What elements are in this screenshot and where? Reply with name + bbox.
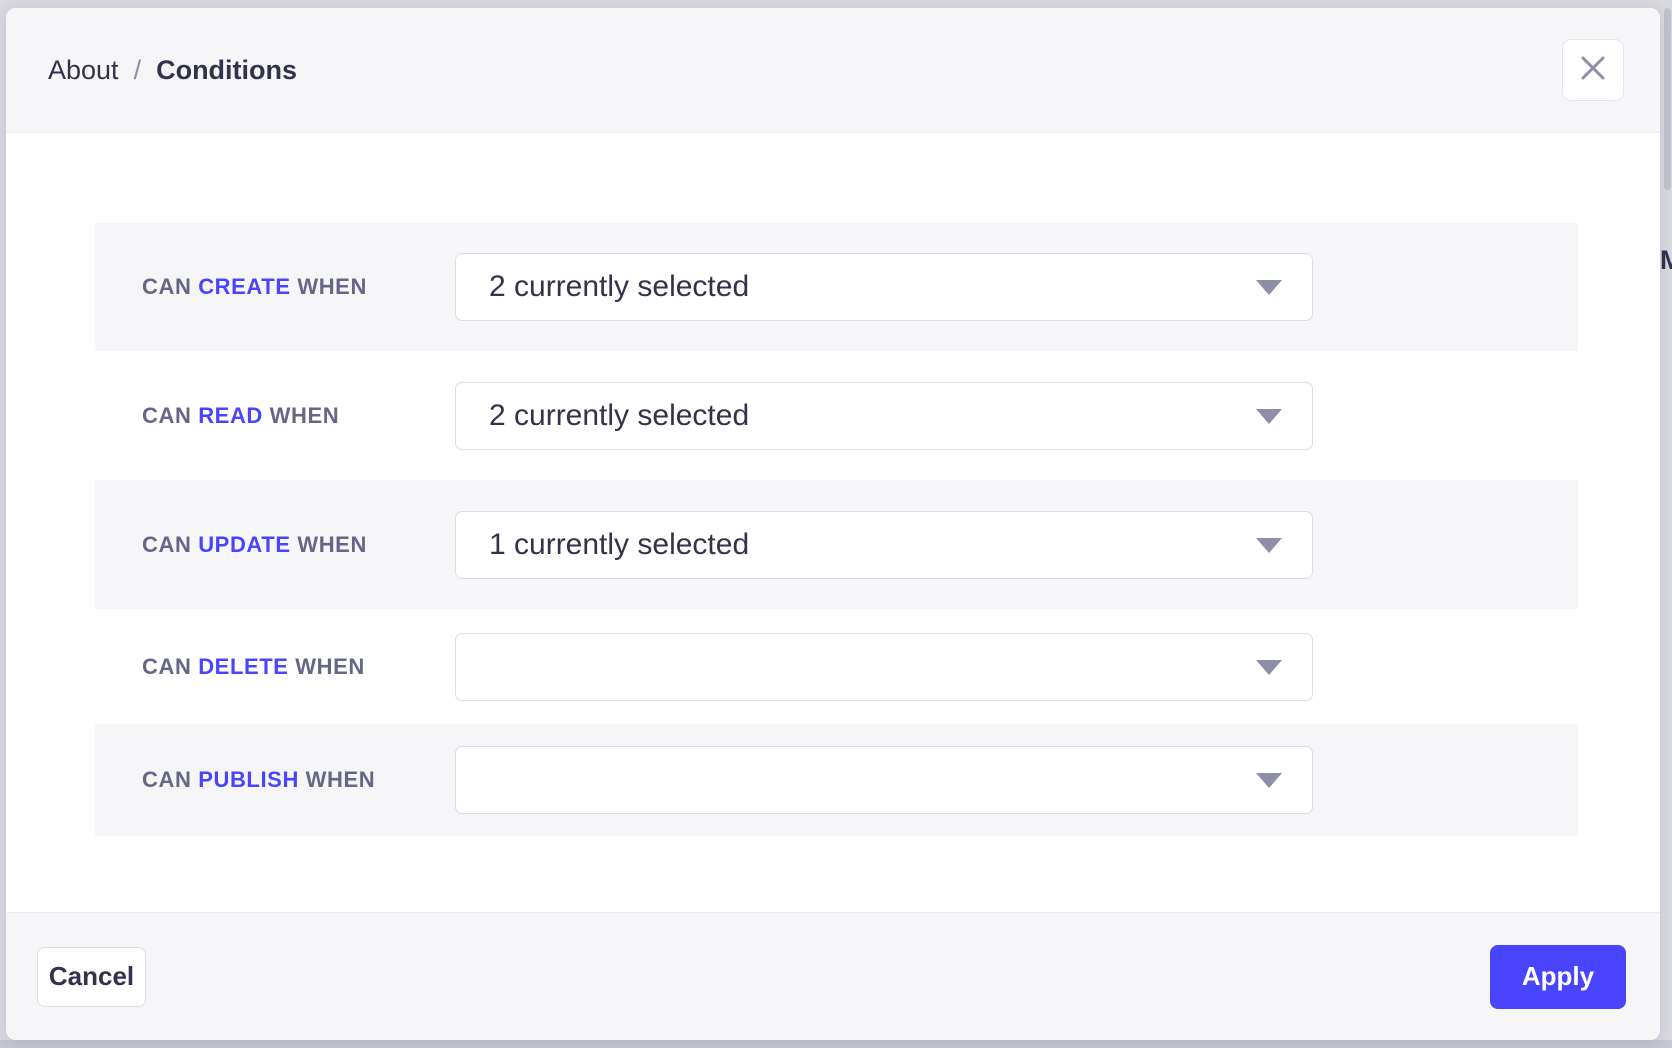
condition-select[interactable]	[455, 632, 1313, 701]
condition-label-suffix: WHEN	[269, 402, 340, 428]
condition-select[interactable]	[455, 746, 1313, 814]
modal-header: About / Conditions	[6, 8, 1660, 133]
condition-label: CAN READ WHEN	[142, 403, 455, 429]
chevron-down-icon	[1256, 773, 1282, 788]
condition-label: CAN PUBLISH WHEN	[142, 767, 455, 793]
condition-label-suffix: WHEN	[295, 653, 365, 679]
breadcrumb-separator: /	[133, 54, 142, 85]
chevron-down-icon	[1256, 408, 1282, 424]
condition-label-prefix: CAN	[142, 531, 192, 557]
condition-label-prefix: CAN	[142, 274, 192, 299]
apply-button[interactable]: Apply	[1490, 944, 1626, 1009]
condition-action-word: READ	[198, 402, 263, 428]
chevron-down-icon	[1256, 659, 1282, 675]
condition-label: CAN UPDATE WHEN	[142, 532, 455, 558]
condition-row: CAN READ WHEN 2 currently selected	[95, 351, 1578, 480]
breadcrumb: About / Conditions	[48, 55, 297, 86]
condition-action-word: CREATE	[198, 274, 291, 299]
page-scrollbar[interactable]	[1664, 8, 1671, 190]
condition-action-word: DELETE	[198, 653, 289, 679]
close-button[interactable]	[1562, 39, 1624, 101]
cancel-button[interactable]: Cancel	[37, 946, 146, 1007]
modal-footer: Cancel Apply	[6, 912, 1660, 1040]
condition-label-prefix: CAN	[142, 653, 192, 679]
breadcrumb-current: Conditions	[156, 54, 298, 85]
condition-action-word: UPDATE	[198, 531, 291, 557]
condition-label-suffix: WHEN	[305, 767, 376, 792]
chevron-down-icon	[1256, 280, 1282, 295]
modal-body: CAN CREATE WHEN 2 currently selected CAN…	[6, 134, 1660, 912]
condition-label: CAN CREATE WHEN	[142, 274, 455, 300]
condition-label-prefix: CAN	[142, 402, 192, 428]
chevron-down-icon	[1256, 537, 1282, 553]
condition-label-suffix: WHEN	[297, 531, 367, 557]
close-icon	[1579, 54, 1607, 87]
backdrop-bottom-strip	[0, 1040, 1672, 1048]
condition-select-value: 2 currently selected	[489, 270, 750, 303]
condition-select-value: 1 currently selected	[489, 527, 750, 561]
condition-label-prefix: CAN	[142, 767, 192, 792]
condition-label-suffix: WHEN	[297, 274, 367, 299]
condition-action-word: PUBLISH	[198, 767, 299, 792]
condition-rows: CAN CREATE WHEN 2 currently selected CAN…	[95, 223, 1578, 836]
condition-row: CAN DELETE WHEN	[95, 609, 1578, 724]
condition-select[interactable]: 2 currently selected	[455, 381, 1313, 450]
condition-row: CAN CREATE WHEN 2 currently selected	[95, 223, 1578, 351]
breadcrumb-parent[interactable]: About	[48, 54, 119, 85]
condition-row: CAN UPDATE WHEN 1 currently selected	[95, 480, 1578, 609]
condition-select[interactable]: 2 currently selected	[455, 253, 1313, 321]
condition-select-value: 2 currently selected	[489, 398, 750, 432]
condition-row: CAN PUBLISH WHEN	[95, 724, 1578, 836]
underlying-page-text-fragment: M	[1660, 245, 1672, 275]
conditions-modal: About / Conditions CAN CREATE WHEN 2 cur…	[6, 8, 1660, 1040]
condition-label: CAN DELETE WHEN	[142, 654, 455, 680]
condition-select[interactable]: 1 currently selected	[455, 510, 1313, 579]
